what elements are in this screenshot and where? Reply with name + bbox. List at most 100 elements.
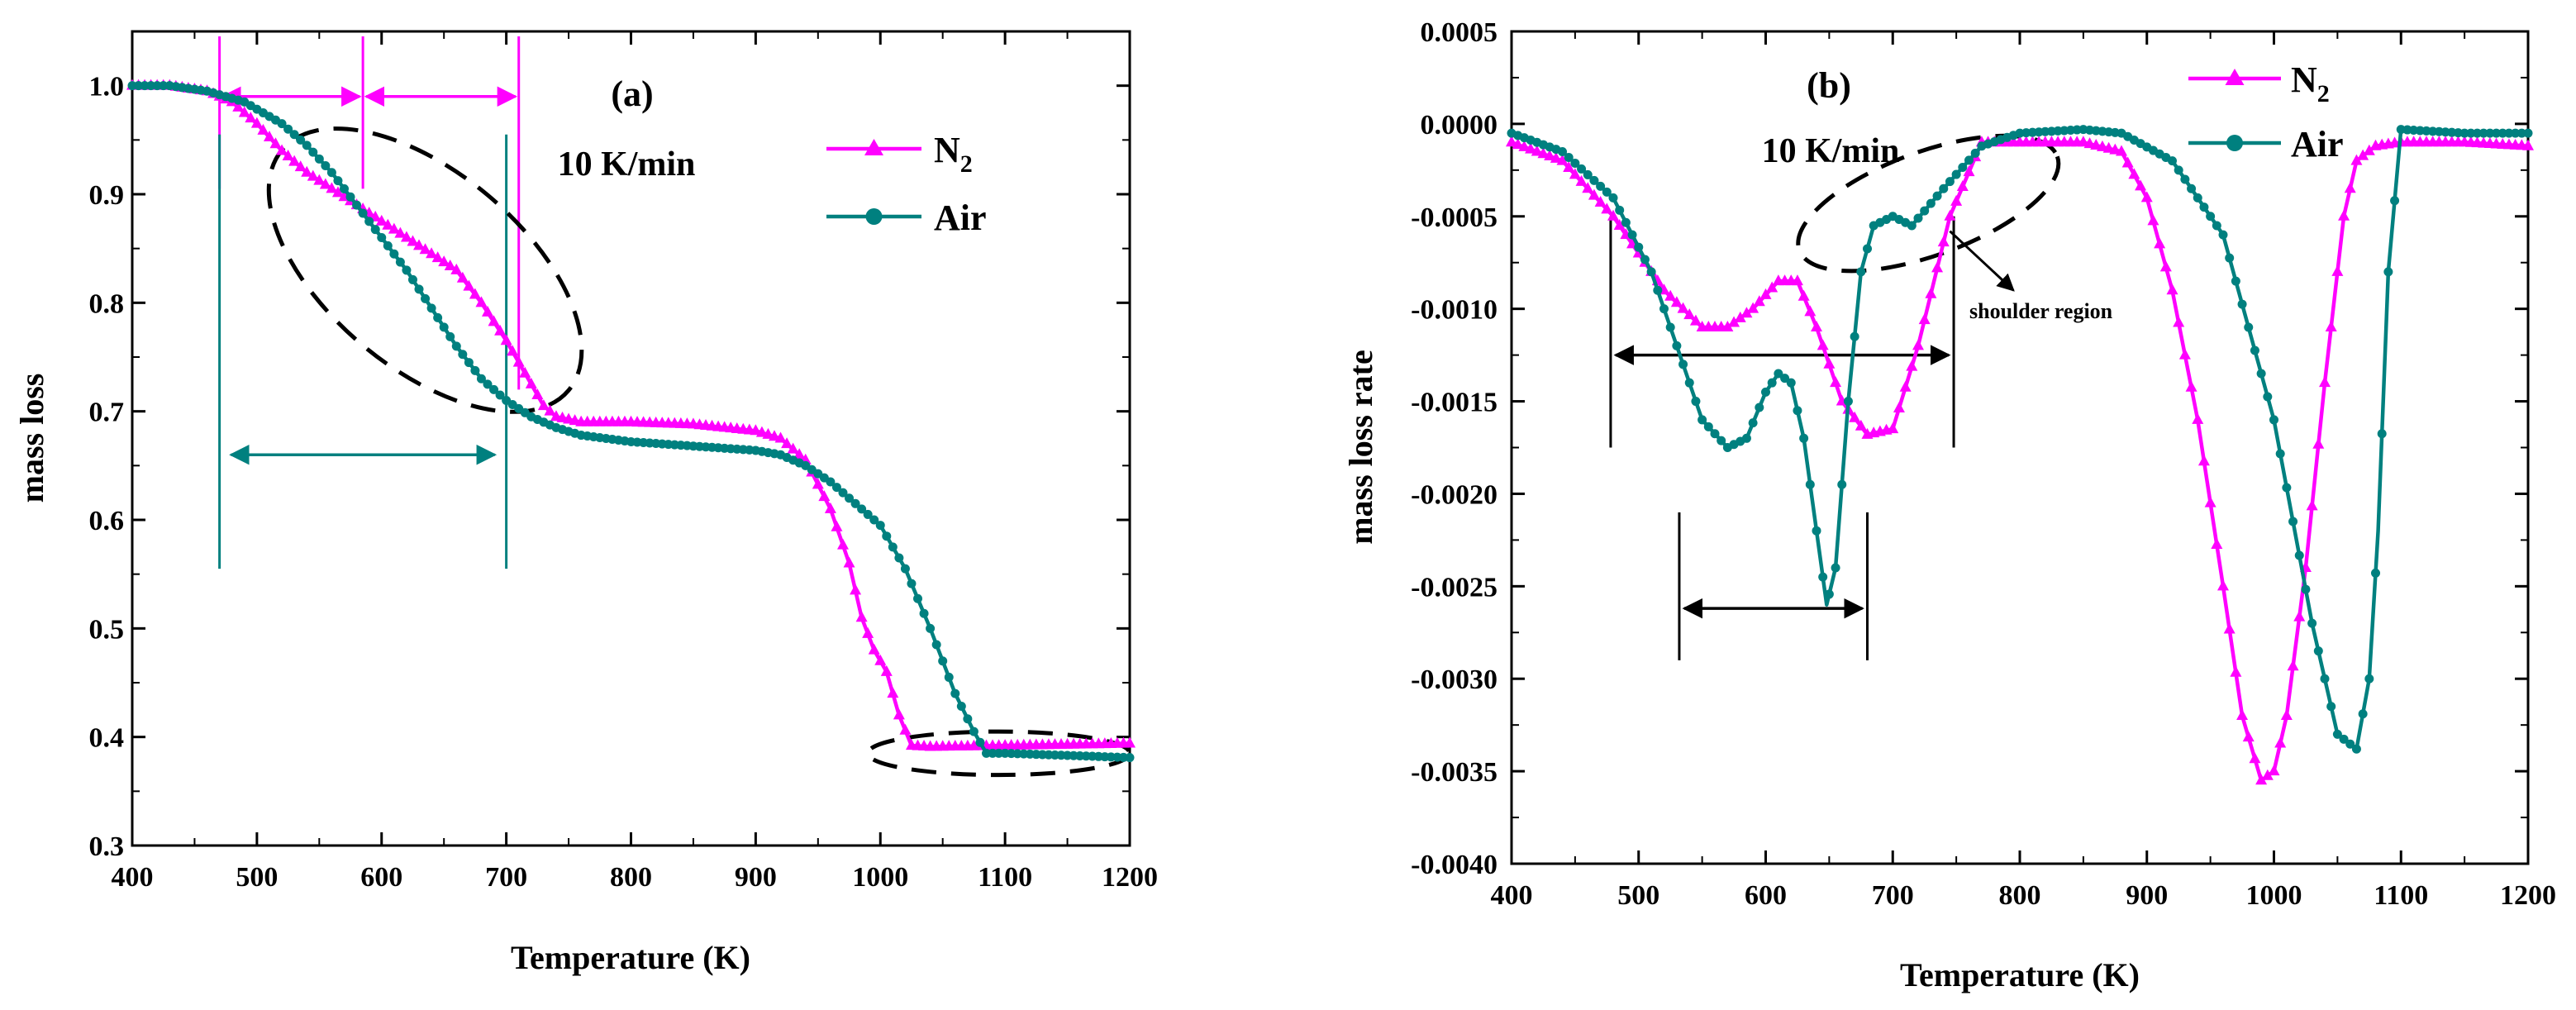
- data-point-n2: [232, 100, 245, 112]
- data-point-n2: [850, 584, 862, 595]
- data-point-n2: [2147, 214, 2159, 226]
- data-point-n2: [1601, 202, 1613, 214]
- data-point-air: [1913, 213, 1923, 223]
- data-point-n2: [263, 131, 275, 142]
- data-point-n2: [1531, 145, 1543, 156]
- data-point-air: [1596, 181, 1606, 191]
- data-point-air: [2351, 744, 2361, 754]
- data-point-air: [1970, 148, 1980, 158]
- x-tick-label: 1200: [1102, 862, 1158, 893]
- panel-b-heating-rate: 10 K/min: [1762, 132, 1900, 170]
- y-tick-label: 0.0005: [1421, 17, 1498, 48]
- data-point-air: [857, 504, 867, 514]
- data-point-n2: [1956, 179, 1969, 191]
- data-point-n2: [1893, 401, 1905, 412]
- data-point-air: [2383, 267, 2393, 277]
- data-point-air: [2294, 550, 2304, 560]
- data-point-n2: [2121, 156, 2134, 168]
- data-point-n2: [2217, 579, 2229, 591]
- data-point-air: [2358, 709, 2368, 719]
- data-point-air: [863, 509, 873, 519]
- data-point-air: [464, 358, 474, 368]
- data-point-air: [2301, 584, 2311, 594]
- data-point-air: [2459, 128, 2469, 138]
- data-point-air: [850, 498, 860, 508]
- data-point-air: [134, 81, 144, 91]
- x-tick-label: 600: [1745, 880, 1787, 911]
- data-point-air: [1755, 403, 1764, 412]
- panel-a-y-tick-labels: 0.3 0.4 0.5 0.6 0.7 0.8 0.9 1.0: [89, 72, 125, 862]
- data-point-air: [1812, 526, 1821, 536]
- data-point-air: [127, 81, 137, 91]
- y-tick-label: 0.9: [89, 180, 125, 211]
- panel-a-legend-air: Air: [826, 198, 987, 238]
- data-point-air: [894, 553, 904, 563]
- data-point-n2: [1525, 142, 1537, 154]
- data-point-air: [414, 284, 424, 294]
- panel-b-chart: 400 500 600 700 800 900 1000 1100 1200 0.00050.0…: [1342, 17, 2556, 993]
- data-point-n2: [855, 611, 868, 622]
- data-point-air: [451, 341, 461, 351]
- x-tick-label: 400: [112, 862, 154, 893]
- data-point-air: [1646, 267, 1656, 277]
- data-point-n2: [2363, 144, 2375, 155]
- data-point-air: [345, 192, 355, 202]
- data-point-air: [2497, 128, 2507, 138]
- data-point-n2: [400, 231, 412, 242]
- data-point-air: [2320, 674, 2330, 684]
- series-markers-air: [127, 81, 1135, 763]
- data-point-n2: [2344, 182, 2356, 193]
- y-tick-label: 0.6: [89, 506, 125, 536]
- data-point-n2: [2140, 191, 2153, 202]
- data-point-n2: [245, 112, 257, 123]
- data-point-air: [445, 331, 455, 341]
- data-point-air: [2174, 165, 2183, 175]
- data-point-n2: [843, 556, 855, 568]
- panel-a-series: [126, 79, 1136, 763]
- panel-b-legend-n2-marker: [2225, 69, 2245, 85]
- data-point-n2: [507, 345, 519, 356]
- data-point-n2: [431, 251, 444, 263]
- data-point-air: [421, 293, 431, 303]
- data-point-air: [2212, 221, 2221, 231]
- data-point-n2: [1849, 411, 1861, 422]
- data-point-air: [1843, 397, 1853, 407]
- data-point-air: [283, 124, 293, 134]
- data-point-n2: [2159, 260, 2172, 272]
- data-point-n2: [426, 247, 438, 259]
- data-point-n2: [1683, 308, 1696, 320]
- data-point-air: [1799, 433, 1809, 443]
- data-point-air: [969, 727, 978, 736]
- data-point-n2: [2166, 283, 2178, 295]
- data-point-air: [1964, 155, 1974, 165]
- data-point-n2: [282, 150, 294, 161]
- data-point-n2: [438, 255, 450, 267]
- data-point-air: [1710, 429, 1720, 439]
- data-point-n2: [1937, 236, 1950, 247]
- data-point-n2: [2197, 455, 2210, 466]
- panel-a-legend-n2-marker: [864, 139, 883, 155]
- data-point-air: [875, 521, 885, 531]
- data-point-n2: [450, 263, 463, 274]
- data-point-air: [2511, 128, 2521, 138]
- data-point-n2: [1759, 288, 1772, 299]
- data-point-air: [1951, 169, 1961, 179]
- data-point-air: [1691, 397, 1701, 407]
- data-point-n2: [831, 520, 843, 531]
- data-point-air: [882, 531, 892, 541]
- data-point-n2: [1537, 147, 1550, 159]
- data-point-air: [1786, 378, 1796, 388]
- panel-b-y-tick-labels: 0.0005 0.0000 -0.0005 -0.0010 -0.0015 -0.0020…: [1411, 17, 1498, 880]
- data-point-n2: [2185, 380, 2197, 392]
- data-point-n2: [488, 315, 500, 326]
- data-point-air: [1837, 479, 1847, 489]
- panel-b-label: (b): [1807, 65, 1851, 106]
- data-point-air: [1748, 418, 1758, 428]
- x-tick-label: 700: [1872, 880, 1914, 911]
- data-point-air: [2206, 212, 2216, 222]
- x-tick-label: 500: [1617, 880, 1659, 911]
- x-tick-label: 800: [1999, 880, 2041, 911]
- data-point-n2: [2223, 622, 2236, 634]
- panel-a-chart: 400 500 600 700 800 900 1000 1100 1200 0.3 0.4 0.5…: [13, 30, 1158, 976]
